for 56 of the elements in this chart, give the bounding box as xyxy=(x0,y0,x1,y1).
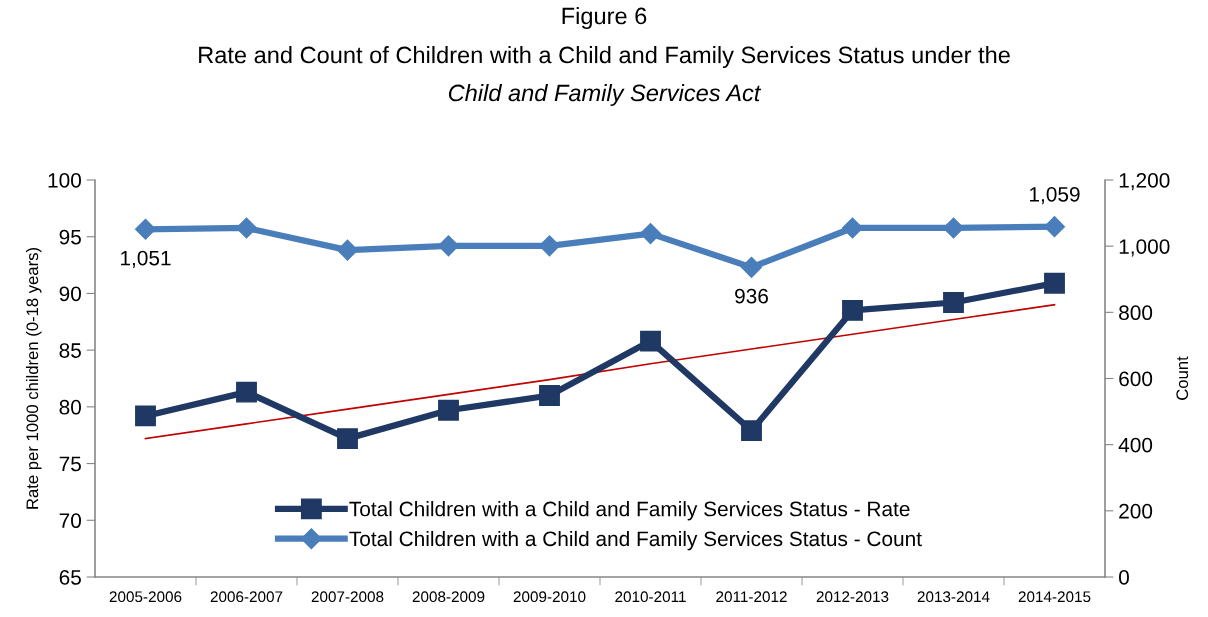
data-label: 936 xyxy=(735,288,768,304)
chart-title: Figure 6 xyxy=(562,7,647,30)
y-tick-label: 90 xyxy=(59,286,81,302)
y2-tick-label: 1,200 xyxy=(1119,173,1170,191)
y2-axis-title: Count xyxy=(1176,356,1189,400)
x-tick-label: 2007-2008 xyxy=(311,591,384,603)
point xyxy=(538,235,561,257)
point xyxy=(942,217,965,239)
x-tick-label: 2012-2013 xyxy=(816,591,889,603)
data-label: 1,051 xyxy=(121,250,171,268)
y2-tick-label: 800 xyxy=(1119,305,1153,321)
y-tick-label: 65 xyxy=(59,570,81,585)
point xyxy=(640,330,661,352)
x-tick-label: 2006-2007 xyxy=(210,591,283,603)
x-tick-label: 2011-2012 xyxy=(716,591,787,603)
point xyxy=(134,218,157,240)
y2-tick-label: 1,000 xyxy=(1119,239,1170,257)
point xyxy=(539,385,560,406)
point xyxy=(1043,216,1066,238)
x-tick-label: 2013-2014 xyxy=(917,591,990,603)
point xyxy=(842,300,863,321)
y-tick-label: 100 xyxy=(48,173,81,188)
data-label: 1,059 xyxy=(1030,186,1080,205)
y-tick-label: 75 xyxy=(59,456,81,472)
y-tick-label: 80 xyxy=(59,399,81,415)
point xyxy=(841,217,864,239)
x-tick-label: 2014-2015 xyxy=(1018,591,1091,603)
point xyxy=(1044,272,1065,294)
y2-tick-label: 200 xyxy=(1119,503,1153,519)
point xyxy=(740,256,763,278)
point xyxy=(943,292,964,313)
point xyxy=(135,405,156,427)
point xyxy=(639,223,662,245)
point xyxy=(336,239,359,261)
point xyxy=(438,399,459,421)
y-tick-label: 85 xyxy=(59,343,81,358)
x-tick-label: 2008-2009 xyxy=(412,591,485,603)
text: Child and Family Services Act xyxy=(448,84,762,107)
point xyxy=(741,420,762,442)
x-tick-label: 2005-2006 xyxy=(109,591,182,603)
y-tick-label: 95 xyxy=(59,229,81,245)
point xyxy=(437,235,460,257)
legend-label: Total Children with a Child and Family Services Status - Rate xyxy=(349,501,910,521)
y2-tick-label: 400 xyxy=(1118,437,1153,453)
legend-label: Total Children with a Child and Family Services Status - Count xyxy=(349,530,922,551)
chart-subtitle: Rate and Count of Children with a Child and Family Services Status under the xyxy=(199,46,1010,68)
point xyxy=(236,381,257,403)
y2-tick-label: 0 xyxy=(1119,570,1129,585)
x-tick-label: 2010-2011 xyxy=(615,591,686,603)
y2-tick-label: 600 xyxy=(1119,371,1153,387)
line-series xyxy=(144,303,1056,440)
y-tick-label: 70 xyxy=(59,513,81,529)
y-axis-title: Rate per 1000 children (0-18 years) xyxy=(25,247,42,509)
point xyxy=(235,217,258,239)
point xyxy=(337,428,358,450)
x-tick-label: 2009-2010 xyxy=(513,591,586,603)
